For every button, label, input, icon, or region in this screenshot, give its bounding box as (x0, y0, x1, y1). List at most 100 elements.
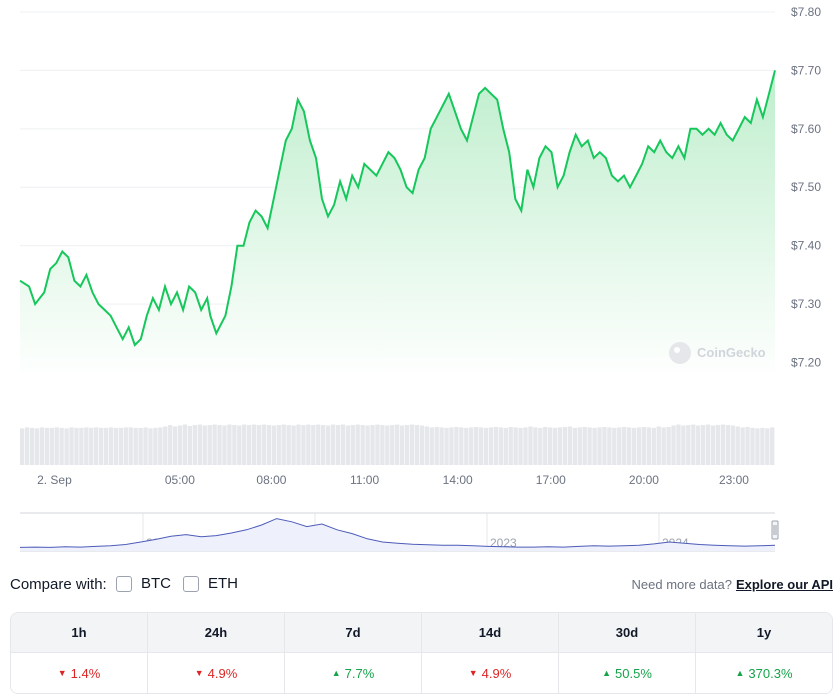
volume-bar (424, 426, 429, 465)
volume-bar (666, 426, 671, 465)
volume-bar (276, 425, 281, 465)
compare-btc-option[interactable]: BTC (116, 575, 171, 592)
compare-eth-option[interactable]: ETH (183, 575, 238, 592)
volume-bar (429, 427, 434, 465)
volume-bar (543, 426, 548, 465)
volume-bar (626, 427, 632, 465)
volume-bar (720, 424, 726, 465)
volume-bar (118, 427, 124, 465)
volume-bar (498, 427, 503, 465)
volume-bar (148, 428, 153, 465)
volume-bar (108, 427, 114, 465)
volume-bar (330, 424, 336, 465)
volume-bar (636, 427, 642, 465)
volume-bar (533, 427, 538, 465)
price-area (20, 70, 775, 381)
volume-bar (705, 424, 711, 465)
volume-bar (488, 427, 494, 465)
volume-bar (74, 427, 79, 465)
volume-bar (399, 425, 405, 465)
volume-bar (123, 427, 128, 465)
price-line[interactable] (19, 70, 776, 347)
volume-bar (29, 427, 35, 465)
volume-bar (335, 425, 341, 465)
header-14d: 14d (422, 613, 559, 652)
volume-bar (261, 424, 267, 465)
x-tick-label: 2. Sep (37, 473, 72, 487)
navigator-handle[interactable] (771, 520, 779, 540)
volume-bar (493, 426, 499, 465)
performance-table: 1h 24h 7d 14d 30d 1y ▼ 1.4% ▼ 4.9% ▲ 7.7% ▼… (10, 612, 833, 694)
volume-bar (641, 426, 647, 465)
caret-down-icon: ▼ (194, 668, 204, 678)
explore-api-link[interactable]: Explore our API (735, 577, 833, 592)
volume-bar (89, 427, 94, 465)
eth-label: ETH (208, 575, 238, 592)
volume-bar (266, 425, 272, 465)
navigator-line (19, 518, 776, 548)
y-tick-label: $7.60 (791, 122, 821, 136)
volume-bar (557, 427, 563, 465)
volume-bar (597, 427, 602, 465)
volume-bar (296, 424, 301, 465)
volume-bar (671, 425, 676, 465)
caret-up-icon: ▲ (602, 668, 612, 678)
y-tick-label: $7.50 (791, 180, 821, 194)
value-1y: ▲ 370.3% (696, 653, 832, 693)
volume-bar (444, 427, 449, 465)
volume-bar (686, 425, 691, 465)
volume-bar (321, 425, 326, 465)
volume-bar (192, 425, 198, 465)
volume-bar (54, 427, 59, 465)
volume-bar (311, 425, 316, 465)
volume-bar (217, 425, 222, 465)
volume-bar (582, 426, 587, 465)
volume-bar (20, 428, 25, 465)
volume-bar (390, 425, 395, 465)
volume-bar (552, 427, 558, 465)
volume-bar (271, 425, 276, 465)
performance-value-row: ▼ 1.4% ▼ 4.9% ▲ 7.7% ▼ 4.9% ▲ 50.5% ▲ 370.3% (11, 653, 832, 693)
y-tick-label: $7.80 (791, 5, 821, 19)
volume-bar (503, 427, 508, 465)
header-1h: 1h (11, 613, 148, 652)
x-tick-label: 17:00 (536, 473, 566, 487)
volume-bar (227, 424, 232, 465)
volume-bar (385, 425, 390, 465)
volume-bar (439, 427, 444, 465)
eth-checkbox[interactable] (183, 575, 199, 592)
value-1h-text: 1.4% (70, 665, 101, 681)
volume-bar (419, 425, 425, 465)
volume-bar (232, 425, 237, 465)
x-tick-label: 11:00 (350, 473, 379, 487)
volume-bar (138, 427, 143, 465)
volume-bar (715, 425, 721, 465)
watermark-text: CoinGecko (697, 345, 766, 360)
volume-bar (602, 426, 607, 465)
caret-down-icon: ▼ (468, 668, 478, 678)
btc-checkbox[interactable] (116, 575, 132, 592)
caret-up-icon: ▲ (735, 668, 745, 678)
volume-bar (34, 428, 40, 465)
range-navigator[interactable]: 2021202220232024 (19, 512, 779, 552)
volume-bar (478, 427, 484, 465)
volume-bar (765, 428, 770, 465)
volume-bar (681, 425, 686, 465)
volume-bar (508, 426, 513, 465)
volume-bar (163, 426, 168, 465)
volume-bar (483, 427, 489, 465)
volume-bar (646, 427, 652, 465)
volume-bar (656, 426, 661, 465)
volume-bar (414, 425, 420, 465)
volume-bar (113, 427, 119, 465)
price-chart: $7.80 $7.70 $7.60 $7.50 $7.40 $7.30 $7.20 Coin… (19, 5, 821, 552)
x-tick-label: 23:00 (719, 473, 749, 487)
volume-bar (562, 426, 568, 465)
volume-bar (464, 427, 469, 465)
volume-bar (469, 427, 474, 465)
volume-bar (39, 427, 45, 465)
volume-bar (325, 425, 331, 465)
volume-bar (187, 425, 193, 465)
y-axis: $7.80 $7.70 $7.60 $7.50 $7.40 $7.30 $7.20 (791, 5, 821, 369)
volume-bar (281, 424, 286, 465)
